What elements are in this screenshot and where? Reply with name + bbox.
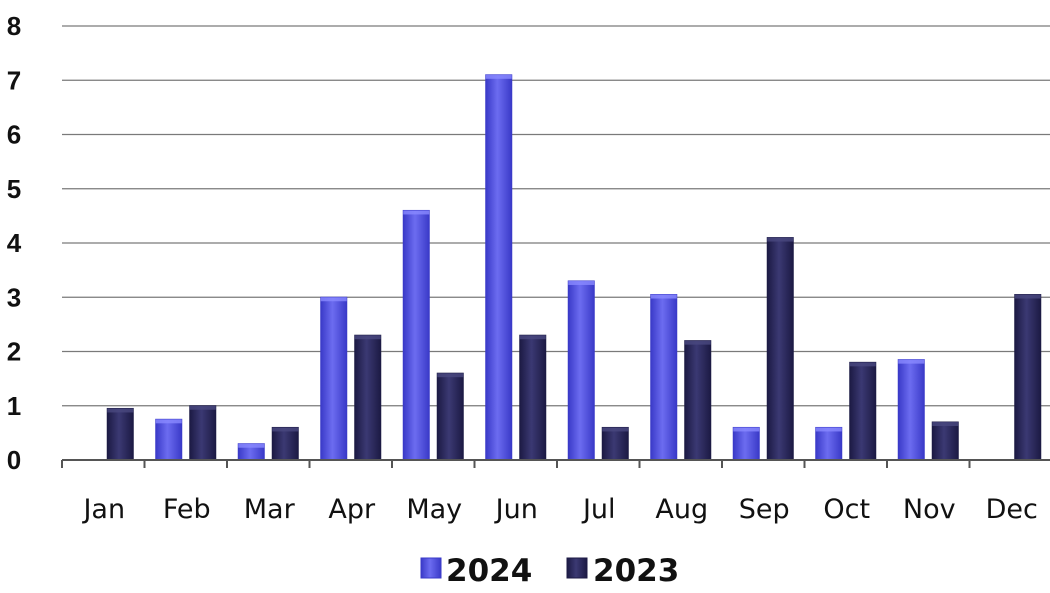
x-tick-label: Jan [81, 494, 125, 525]
bar-cap [815, 427, 842, 432]
x-axis-ticks: Jan Feb Mar Apr May Jun Jul Aug Sep Oct Nov Dec [81, 494, 1037, 525]
y-axis-ticks: 0 1 2 3 4 5 6 7 8 [7, 11, 22, 475]
bar-cap [898, 359, 925, 364]
bar-2024-feb [155, 418, 183, 461]
bar-cap [767, 237, 794, 242]
bar-cap [238, 443, 265, 448]
x-tick-label: Sep [739, 494, 790, 525]
bar-cap [354, 335, 381, 340]
legend-label-2024: 2024 [446, 553, 532, 589]
bar-2024-aug [650, 294, 678, 461]
bar-2023-mar [271, 426, 299, 461]
x-tick-label: Apr [328, 494, 376, 525]
y-tick-label: 4 [7, 228, 22, 258]
bar-2024-nov [897, 359, 925, 461]
y-tick-label: 6 [7, 120, 21, 150]
bar-cap [932, 422, 959, 427]
bar-2023-sep [766, 237, 794, 461]
gridlines [62, 25, 1050, 407]
bar-2024-oct [815, 426, 843, 461]
x-tick-label: Feb [163, 494, 211, 525]
bar-cap [602, 427, 629, 432]
y-tick-label: 1 [7, 391, 21, 421]
y-tick-label: 3 [7, 282, 21, 312]
bar-cap [650, 294, 677, 299]
bar-2024-sep [732, 426, 760, 461]
bar-2023-dec [1014, 294, 1042, 461]
bar-cap [849, 362, 876, 367]
bar-cap [272, 427, 299, 432]
x-tick-label: May [406, 494, 462, 525]
legend-swatch-2023 [566, 557, 588, 579]
bar-cap [519, 335, 546, 340]
bar-2023-feb [189, 405, 217, 461]
x-tick-label: Jul [581, 494, 616, 525]
bar-2024-jul [567, 280, 595, 461]
legend: 2024 2023 [420, 553, 679, 589]
bar-cap [403, 210, 430, 215]
bar-2023-jan [106, 407, 134, 461]
bar-2024-jun [485, 74, 513, 461]
bar-2023-aug [684, 340, 712, 461]
y-tick-label: 2 [7, 337, 21, 367]
bar-cap [107, 408, 134, 413]
bar-cap [733, 427, 760, 432]
y-tick-label: 5 [7, 174, 21, 204]
bar-2023-nov [931, 421, 959, 461]
x-tick-label: Dec [986, 494, 1038, 525]
bar-2024-may [402, 209, 430, 461]
bar-cap [437, 373, 464, 378]
y-tick-label: 8 [7, 11, 21, 41]
bar-2023-jul [601, 426, 629, 461]
x-tick-label: Aug [655, 494, 708, 525]
x-axis [61, 459, 1050, 468]
bar-cap [684, 340, 711, 345]
legend-swatch-2024 [420, 557, 442, 579]
bar-2023-oct [849, 361, 877, 461]
bar-cap [155, 419, 182, 424]
bar-2024-apr [320, 296, 348, 461]
bar-cap [320, 297, 347, 302]
bar-2023-apr [354, 334, 382, 461]
bar-2023-jun [519, 334, 547, 461]
y-tick-label: 7 [7, 65, 21, 95]
bar-2023-may [436, 372, 464, 461]
bar-cap [485, 74, 512, 79]
bar-cap [1014, 294, 1041, 299]
x-tick-label: Oct [823, 494, 870, 525]
y-tick-label: 0 [7, 445, 21, 475]
legend-label-2023: 2023 [593, 553, 679, 589]
x-tick-label: Nov [903, 494, 956, 525]
bar-cap [189, 405, 216, 410]
x-tick-label: Jun [494, 494, 538, 525]
bars [106, 74, 1042, 461]
bar-cap [568, 280, 595, 285]
x-tick-label: Mar [244, 494, 296, 525]
